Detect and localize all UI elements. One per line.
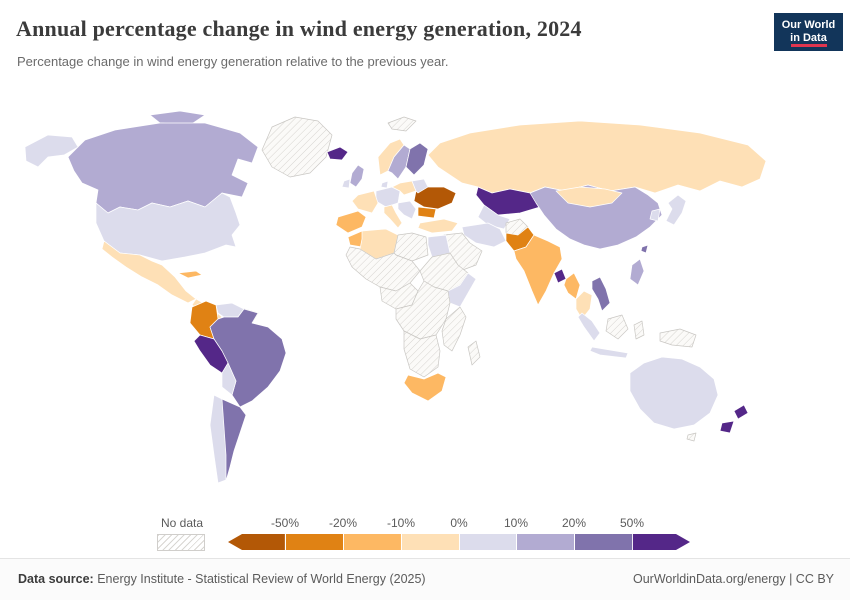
country-bolivia[interactable] [221, 362, 237, 396]
country-ukraine[interactable] [413, 186, 457, 210]
country-uk[interactable] [349, 164, 365, 188]
country-iberia[interactable] [335, 210, 367, 234]
country-svalbard[interactable] [387, 116, 417, 132]
country-philippines[interactable] [629, 258, 645, 286]
country-romania[interactable] [417, 206, 437, 219]
owid-logo-line1: Our World [781, 19, 836, 31]
country-taiwan[interactable] [640, 244, 649, 254]
legend-color-bar[interactable] [228, 534, 690, 550]
country-new-zealand-south[interactable] [719, 420, 735, 434]
world-map [24, 110, 767, 484]
country-tasmania[interactable] [686, 432, 697, 442]
country-iran[interactable] [461, 222, 507, 248]
country-new-guinea[interactable] [659, 328, 697, 348]
country-argentina[interactable] [221, 398, 247, 482]
legend-bin-swatch[interactable] [632, 534, 690, 550]
legend-bin-swatch[interactable] [574, 534, 633, 550]
country-sumatra[interactable] [577, 312, 601, 342]
legend-tick: 20% [561, 516, 587, 530]
country-sweden[interactable] [387, 144, 411, 180]
country-tanzania-mozambique[interactable] [441, 306, 467, 352]
owid-logo-line2: in Data [790, 32, 827, 44]
country-balkans[interactable] [397, 200, 417, 220]
owid-logo-accent [790, 44, 827, 47]
country-germany[interactable] [375, 186, 401, 208]
country-bangladesh[interactable] [553, 268, 567, 284]
country-canada-arctic[interactable] [149, 110, 206, 126]
country-france[interactable] [351, 190, 379, 214]
country-java[interactable] [589, 346, 629, 359]
country-cuba[interactable] [177, 270, 203, 279]
country-vietnam[interactable] [591, 276, 611, 312]
owid-logo[interactable]: Our World in Data [774, 13, 843, 51]
footer: Data source: Energy Institute - Statisti… [0, 558, 850, 600]
country-greenland[interactable] [261, 116, 333, 178]
legend-tick: 0% [450, 516, 468, 530]
country-italy[interactable] [383, 204, 403, 229]
country-sulawesi[interactable] [633, 320, 645, 340]
country-australia[interactable] [629, 356, 719, 430]
country-japan[interactable] [665, 194, 687, 226]
country-russia[interactable] [427, 120, 767, 194]
data-source-text: Data source: Energy Institute - Statisti… [18, 572, 426, 586]
country-angola-namibia[interactable] [403, 330, 441, 378]
legend-no-data-swatch[interactable] [157, 534, 205, 551]
legend-tick: 10% [503, 516, 529, 530]
page-subtitle: Percentage change in wind energy generat… [17, 54, 449, 69]
country-alaska[interactable] [24, 134, 79, 168]
country-madagascar[interactable] [467, 340, 481, 366]
country-korea[interactable] [649, 208, 661, 222]
country-china[interactable] [529, 184, 663, 250]
legend-bin-swatch[interactable] [516, 534, 575, 550]
country-turkey[interactable] [417, 218, 459, 234]
country-ireland[interactable] [341, 178, 351, 189]
legend-bin-swatch[interactable] [284, 534, 343, 550]
legend-tick: -50% [270, 516, 299, 530]
country-mexico[interactable] [101, 240, 197, 304]
legend-no-data-label: No data [160, 516, 204, 530]
legend-bin-swatch[interactable] [342, 534, 401, 550]
legend-bin-swatch[interactable] [458, 534, 517, 550]
page-title: Annual percentage change in wind energy … [16, 16, 582, 41]
country-denmark[interactable] [380, 180, 389, 189]
country-mongolia[interactable] [555, 186, 623, 208]
legend: No data -50% -20% -10% 0% 10% 20% 50% [0, 510, 850, 558]
legend-bin-swatch[interactable] [400, 534, 459, 550]
legend-tick: -20% [328, 516, 357, 530]
country-new-zealand-north[interactable] [733, 404, 749, 420]
legend-bin-swatch[interactable] [228, 534, 285, 550]
attribution-link[interactable]: OurWorldinData.org/energy | CC BY [632, 572, 834, 586]
country-iceland[interactable] [326, 146, 349, 161]
country-indochina[interactable] [575, 290, 593, 320]
legend-tick: 50% [619, 516, 645, 530]
country-finland[interactable] [405, 142, 429, 176]
country-borneo[interactable] [605, 314, 629, 340]
country-west-africa[interactable] [345, 246, 421, 292]
data-source-label: Data source: [18, 572, 94, 586]
legend-tick: -10% [386, 516, 415, 530]
country-myanmar[interactable] [563, 272, 581, 300]
country-south-africa[interactable] [403, 372, 447, 402]
country-ethiopia-kenya[interactable] [447, 272, 477, 308]
